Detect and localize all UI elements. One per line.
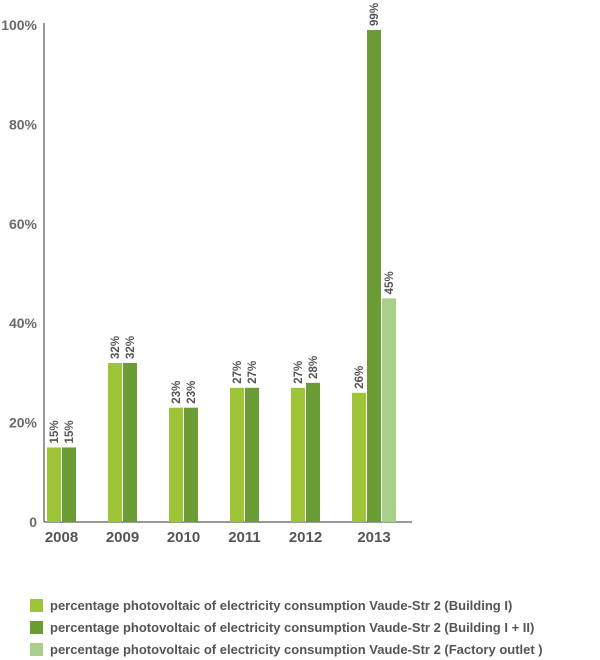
bar bbox=[291, 387, 305, 522]
y-tick-label: 0 bbox=[29, 514, 37, 530]
y-tick-label: 80% bbox=[9, 116, 38, 132]
y-tick-label: 20% bbox=[9, 415, 38, 431]
y-tick-label: 100% bbox=[1, 17, 37, 33]
data-label: 27% bbox=[247, 361, 259, 384]
data-label: 32% bbox=[110, 336, 122, 359]
data-label: 32% bbox=[125, 336, 137, 359]
data-label: 23% bbox=[186, 381, 198, 404]
y-tick-label: 60% bbox=[9, 216, 38, 232]
bar bbox=[230, 387, 244, 522]
bar bbox=[108, 362, 122, 522]
legend-swatch-building-1-2 bbox=[30, 620, 43, 634]
bar bbox=[123, 362, 137, 522]
bar bbox=[367, 29, 381, 522]
bar bbox=[306, 382, 320, 522]
bar bbox=[62, 447, 76, 522]
legend: percentage photovoltaic of electricity c… bbox=[30, 594, 543, 660]
x-tick-label: 2009 bbox=[106, 529, 139, 546]
legend-label-building-1: percentage photovoltaic of electricity c… bbox=[50, 597, 513, 613]
data-label: 26% bbox=[354, 366, 366, 389]
bar bbox=[184, 407, 198, 522]
bar bbox=[382, 298, 396, 522]
x-tick-label: 2010 bbox=[167, 529, 200, 546]
data-label: 27% bbox=[232, 361, 244, 384]
x-tick-label: 2013 bbox=[357, 529, 390, 546]
data-label: 28% bbox=[308, 356, 320, 379]
x-tick-label: 2011 bbox=[228, 529, 261, 546]
data-label: 45% bbox=[384, 271, 396, 294]
y-tick-label: 40% bbox=[9, 315, 38, 331]
data-label: 15% bbox=[49, 420, 61, 443]
legend-label-factory-outlet: percentage photovoltaic of electricity c… bbox=[50, 641, 543, 657]
legend-item-factory-outlet: percentage photovoltaic of electricity c… bbox=[30, 638, 543, 660]
legend-label-building-1-2: percentage photovoltaic of electricity c… bbox=[50, 619, 535, 635]
data-label: 15% bbox=[64, 420, 76, 443]
legend-swatch-factory-outlet bbox=[30, 642, 43, 656]
bar bbox=[169, 407, 183, 522]
data-label: 27% bbox=[293, 361, 305, 384]
bar-chart: 0 20% 40% 60% 80% 100% 15% 15% 2008 32% 32% 2009 23%… bbox=[1, 3, 412, 546]
bar bbox=[245, 387, 259, 522]
x-tick-label: 2012 bbox=[289, 529, 322, 546]
bar bbox=[47, 447, 61, 522]
data-label: 23% bbox=[171, 381, 183, 404]
legend-item-building-1: percentage photovoltaic of electricity c… bbox=[30, 594, 543, 616]
legend-swatch-building-1 bbox=[30, 598, 43, 612]
data-label: 99% bbox=[369, 3, 381, 26]
x-tick-label: 2008 bbox=[45, 529, 78, 546]
legend-item-building-1-2: percentage photovoltaic of electricity c… bbox=[30, 616, 543, 638]
bar bbox=[352, 392, 366, 522]
